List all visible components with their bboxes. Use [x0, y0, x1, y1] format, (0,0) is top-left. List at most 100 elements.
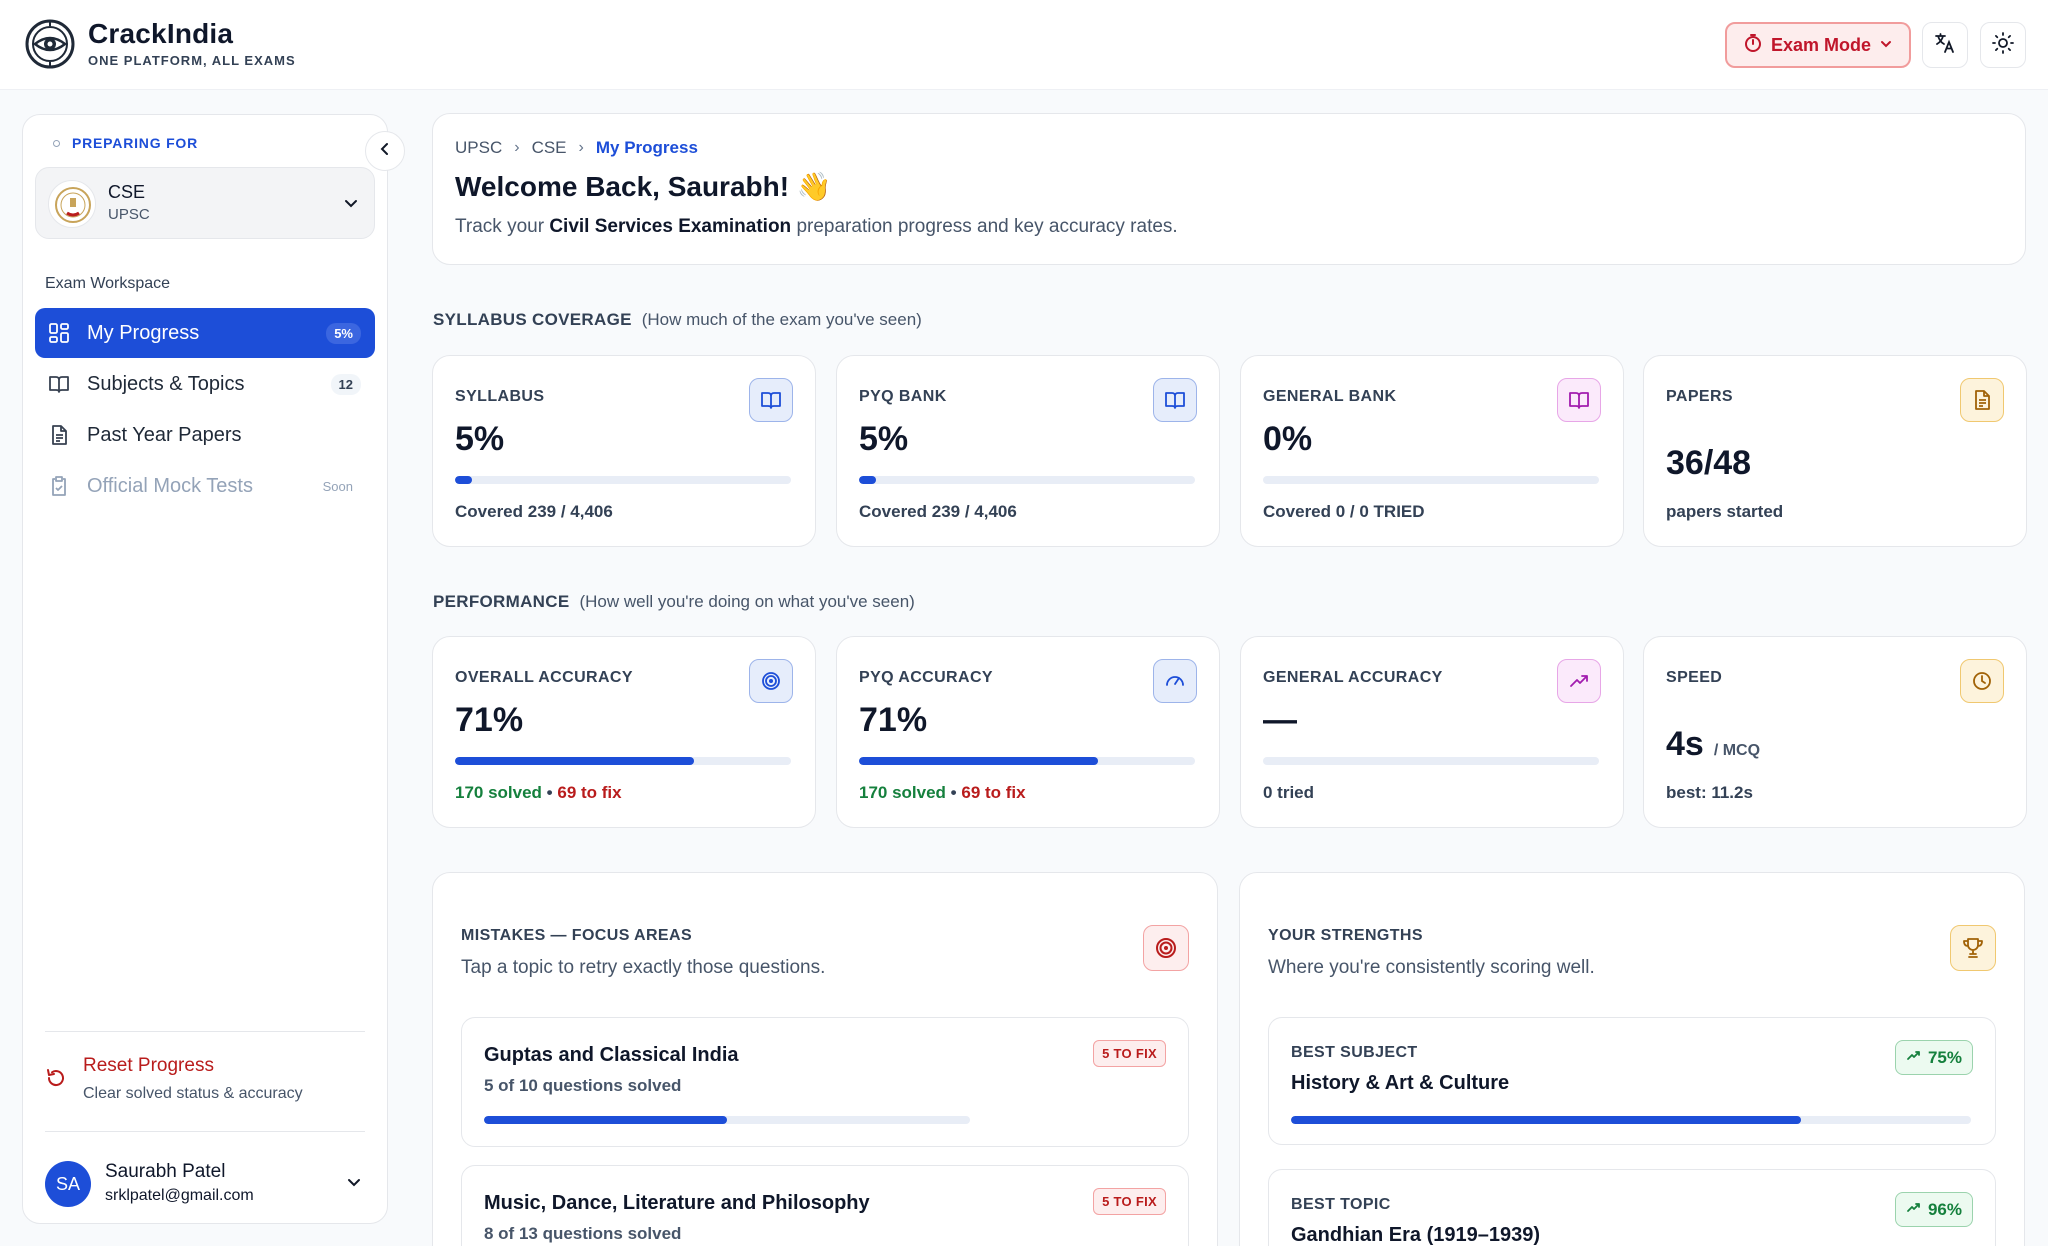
speed-card[interactable]: SPEED 4s / MCQ best: 11.2s [1643, 636, 2027, 828]
divider [45, 1031, 365, 1032]
stopwatch-icon [1743, 33, 1763, 58]
progress-fill [484, 1116, 727, 1124]
chevron-down-icon [345, 1173, 363, 1196]
best-subject-item[interactable]: BEST SUBJECT History & Art & Culture 75% [1268, 1017, 1996, 1145]
best-topic-item[interactable]: BEST TOPIC Gandhian Era (1919–1939) 96% [1268, 1169, 1996, 1246]
book-open-icon [749, 378, 793, 422]
pyq-accuracy-card[interactable]: PYQ ACCURACY 71% 170 solved • 69 to fix [836, 636, 1220, 828]
stat-footer: Covered 239 / 4,406 [859, 502, 1017, 521]
pyq-bank-card[interactable]: PYQ BANK 5% Covered 239 / 4,406 [836, 355, 1220, 547]
progress-badge: 5% [326, 322, 361, 344]
sidebar-item-official-mock-tests[interactable]: Official Mock Tests Soon [35, 461, 375, 511]
sidebar-item-past-year-papers[interactable]: Past Year Papers [35, 410, 375, 460]
reset-progress-title: Reset Progress [83, 1055, 214, 1076]
stat-footer: 0 tried [1263, 783, 1315, 802]
document-icon [1960, 378, 2004, 422]
progress-fill [1291, 1116, 1801, 1124]
stat-value: 71% [455, 701, 524, 739]
count-badge: 12 [330, 373, 361, 395]
progress-fill [859, 476, 876, 484]
book-open-icon [47, 372, 71, 396]
card-title: MISTAKES — FOCUS AREAS [461, 927, 693, 944]
to-fix-count: 69 to fix [557, 783, 622, 802]
reset-progress-button[interactable]: Reset Progress Clear solved status & acc… [45, 1055, 365, 1115]
chevron-right-icon: › [578, 139, 584, 156]
card-subtitle: Where you're consistently scoring well. [1268, 957, 1595, 978]
soon-badge: Soon [322, 478, 353, 494]
topic-solved: 8 of 13 questions solved [484, 1224, 682, 1243]
progress-bar [1263, 757, 1599, 765]
separator: • [945, 783, 962, 802]
reset-icon [45, 1067, 67, 1094]
progress-bar [1263, 476, 1599, 484]
separator: • [541, 783, 558, 802]
mistake-topic-item[interactable]: Guptas and Classical India 5 of 10 quest… [461, 1017, 1189, 1147]
score-badge: 75% [1894, 1040, 1973, 1075]
stat-label: PYQ BANK [859, 388, 947, 405]
section-hint: (How well you're doing on what you've se… [579, 592, 915, 611]
reset-progress-subtitle: Clear solved status & accuracy [83, 1085, 303, 1102]
stat-value: 0% [1263, 420, 1313, 458]
progress-bar [1291, 1116, 1971, 1124]
collapse-sidebar-button[interactable] [365, 131, 405, 171]
progress-bar [484, 1116, 970, 1124]
chevron-down-icon [342, 194, 360, 217]
stat-label: GENERAL BANK [1263, 388, 1397, 405]
trending-up-icon [1557, 659, 1601, 703]
to-fix-count: 69 to fix [961, 783, 1026, 802]
sidebar-item-label: Past Year Papers [87, 423, 242, 446]
stat-value: 4s / MCQ [1666, 725, 1760, 764]
exam-selector[interactable]: CSE UPSC [35, 167, 375, 239]
dashboard-icon [47, 321, 71, 345]
strength-title: Gandhian Era (1919–1939) [1291, 1224, 1541, 1246]
book-open-icon [1153, 378, 1197, 422]
sidebar-item-subjects-topics[interactable]: Subjects & Topics 12 [35, 359, 375, 409]
breadcrumb-item[interactable]: CSE [531, 138, 567, 157]
theme-toggle-button[interactable] [1980, 22, 2026, 68]
sidebar-item-my-progress[interactable]: My Progress 5% [35, 308, 375, 358]
divider [45, 1131, 365, 1132]
progress-bar [455, 476, 791, 484]
subtitle-text: preparation progress and key accuracy ra… [791, 216, 1178, 237]
stat-footer: 170 solved • 69 to fix [455, 783, 622, 803]
mistakes-card: MISTAKES — FOCUS AREAS Tap a topic to re… [432, 872, 1218, 1246]
stat-footer: Covered 0 / 0 TRIED [1263, 502, 1425, 521]
breadcrumb-item[interactable]: UPSC [455, 138, 503, 157]
book-open-icon [1557, 378, 1601, 422]
stat-label: GENERAL ACCURACY [1263, 669, 1443, 686]
solved-count: 170 solved [455, 783, 542, 802]
stat-footer: Covered 239 / 4,406 [455, 502, 613, 521]
progress-fill [455, 476, 472, 484]
general-accuracy-card[interactable]: GENERAL ACCURACY — 0 tried [1240, 636, 1624, 828]
progress-fill [859, 757, 1098, 765]
brand-name: CrackIndia [88, 18, 234, 49]
section-heading: SYLLABUS COVERAGE [433, 310, 632, 329]
sidebar-item-label: Official Mock Tests [87, 474, 253, 497]
general-bank-card[interactable]: GENERAL BANK 0% Covered 0 / 0 TRIED [1240, 355, 1624, 547]
document-icon [47, 423, 71, 447]
breadcrumb-current: My Progress [595, 138, 698, 157]
progress-fill [455, 757, 694, 765]
score-value: 96% [1927, 1199, 1962, 1219]
user-menu[interactable]: SA Saurabh Patel srklpatel@gmail.com [45, 1155, 365, 1211]
progress-bar [859, 757, 1195, 765]
stat-label: PYQ ACCURACY [859, 669, 993, 686]
stat-value: 36/48 [1666, 444, 1752, 482]
overall-accuracy-card[interactable]: OVERALL ACCURACY 71% 170 solved • 69 to … [432, 636, 816, 828]
sun-icon [1991, 31, 2015, 60]
solved-count: 170 solved [859, 783, 946, 802]
translate-button[interactable] [1922, 22, 1968, 68]
subtitle-text: Track your [455, 216, 550, 237]
stat-label: SYLLABUS [455, 388, 545, 405]
exam-name: CSE [108, 182, 146, 202]
speed-value: 4s [1666, 725, 1704, 763]
target-icon [1143, 925, 1189, 971]
syllabus-card[interactable]: SYLLABUS 5% Covered 239 / 4,406 [432, 355, 816, 547]
exam-mode-label: Exam Mode [1770, 34, 1872, 55]
logo-icon[interactable] [24, 18, 76, 70]
papers-card[interactable]: PAPERS 36/48 papers started [1643, 355, 2027, 547]
trophy-icon [1950, 925, 1996, 971]
exam-mode-button[interactable]: Exam Mode [1725, 22, 1911, 68]
mistake-topic-item[interactable]: Music, Dance, Literature and Philosophy … [461, 1165, 1189, 1246]
topic-title: Guptas and Classical India [484, 1044, 739, 1066]
